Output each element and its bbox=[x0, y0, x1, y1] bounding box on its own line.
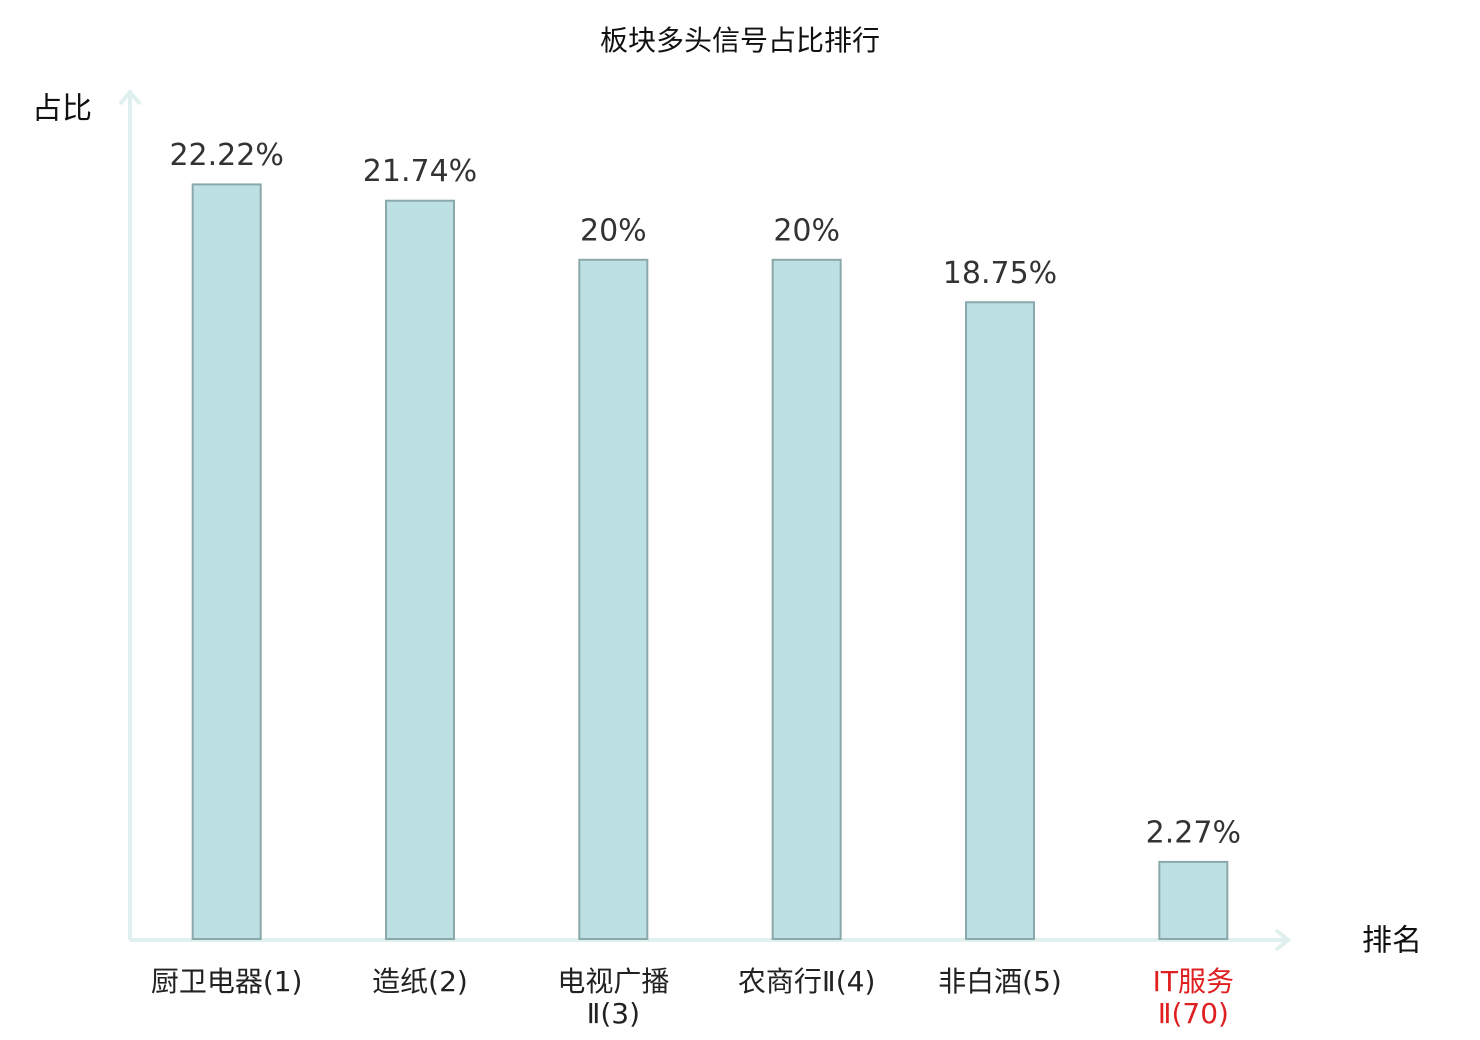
x-tick-label: 造纸(2) bbox=[372, 965, 468, 998]
x-tick-label: 厨卫电器(1) bbox=[150, 965, 303, 998]
x-tick-label: 电视广播 Ⅱ(3) bbox=[557, 965, 670, 1030]
bar bbox=[1158, 860, 1229, 941]
bar bbox=[771, 258, 842, 940]
bar bbox=[578, 258, 649, 940]
x-tick-label: IT服务 Ⅱ(70) bbox=[1152, 965, 1235, 1030]
bar bbox=[191, 183, 262, 940]
chart-title: 板块多头信号占比排行 bbox=[600, 24, 880, 57]
bar bbox=[965, 301, 1035, 940]
value-label: 18.75% bbox=[943, 256, 1057, 291]
value-label: 22.22% bbox=[169, 138, 283, 173]
x-arrow bbox=[1274, 928, 1292, 952]
value-label: 21.74% bbox=[363, 154, 477, 189]
y-axis-label: 占比 bbox=[32, 92, 92, 127]
value-label: 20% bbox=[580, 213, 647, 248]
value-label: 2.27% bbox=[1146, 815, 1241, 850]
x-tick-label: 非白酒(5) bbox=[938, 965, 1062, 998]
x-tick-label: 农商行Ⅱ(4) bbox=[737, 965, 876, 998]
axes bbox=[118, 88, 1292, 952]
bar bbox=[385, 199, 455, 940]
x-axis-label: 排名 bbox=[1362, 924, 1422, 959]
value-label: 20% bbox=[773, 213, 840, 248]
y-arrow bbox=[118, 88, 142, 106]
